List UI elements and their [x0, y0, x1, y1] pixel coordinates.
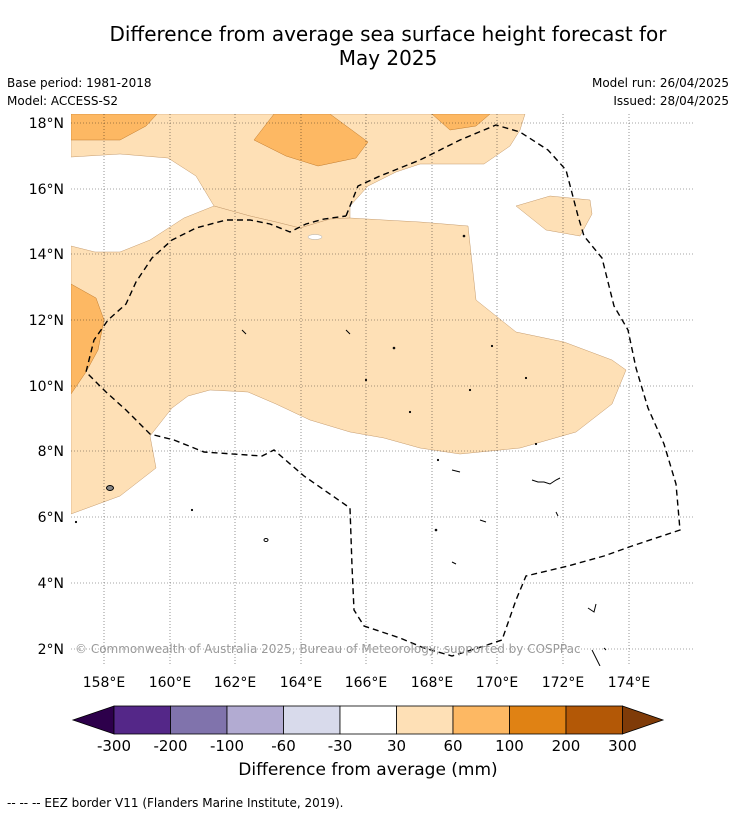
lon-label: 160°E	[149, 675, 192, 691]
latitude-labels: 18°N 16°N 14°N 12°N 10°N 8°N 6°N 4°N 2°N	[29, 116, 64, 658]
eez-legend-note: -- -- -- EEZ border V11 (Flanders Marine…	[7, 796, 344, 810]
colorbar-extend-left	[71, 705, 115, 735]
eez-border	[85, 124, 681, 657]
lon-label: 164°E	[280, 675, 323, 691]
map-area: © Commonwealth of Australia 2025, Bureau…	[71, 114, 694, 666]
title-line-2: May 2025	[338, 46, 438, 70]
colorbar-tick: -60	[271, 737, 296, 755]
lon-label: 158°E	[83, 675, 126, 691]
colorbar-tick: 100	[495, 737, 524, 755]
anomaly-region-30-60-south	[71, 205, 627, 515]
colorbar-segment	[283, 705, 341, 735]
anomaly-region-60-100-northwest	[71, 114, 158, 141]
colorbar-tick: -300	[97, 737, 131, 755]
colorbar-segment	[452, 705, 510, 735]
title-line-1: Difference from average sea surface heig…	[109, 22, 667, 46]
metadata-right: Model run: 26/04/2025 Issued: 28/04/2025	[592, 74, 729, 110]
anomaly-region-30-60-east	[515, 195, 593, 237]
model-name: Model: ACCESS-S2	[7, 94, 119, 108]
colorbar-tick: -200	[153, 737, 187, 755]
anomaly-region-60-100-north-central	[253, 114, 369, 167]
colorbar-segment	[113, 705, 171, 735]
lat-label: 8°N	[38, 444, 64, 460]
lon-label: 170°E	[476, 675, 519, 691]
lon-label: 168°E	[411, 675, 454, 691]
metadata-left: Base period: 1981-2018 Model: ACCESS-S2	[7, 74, 152, 110]
copyright-watermark: © Commonwealth of Australia 2025, Bureau…	[75, 642, 581, 656]
lon-label: 174°E	[608, 675, 651, 691]
lat-label: 12°N	[29, 313, 64, 329]
colorbar-label: Difference from average (mm)	[238, 760, 498, 780]
lat-label: 2°N	[38, 642, 64, 658]
gridlines	[71, 114, 694, 666]
lon-label: 172°E	[542, 675, 585, 691]
colorbar-segment	[170, 705, 228, 735]
longitude-labels: 158°E 160°E 162°E 164°E 166°E 168°E 170°…	[83, 675, 651, 691]
lat-label: 18°N	[29, 116, 64, 132]
lat-label: 6°N	[38, 510, 64, 526]
colorbar-segment	[226, 705, 284, 735]
lat-label: 4°N	[38, 576, 64, 592]
base-period: Base period: 1981-2018	[7, 76, 152, 90]
issued-date: Issued: 28/04/2025	[613, 94, 729, 108]
colorbar	[71, 705, 665, 735]
colorbar-tick: -100	[210, 737, 244, 755]
anomaly-region-60-100-northeast	[431, 114, 491, 131]
colorbar-tick: 200	[552, 737, 581, 755]
colorbar-tick: -30	[328, 737, 353, 755]
lon-label: 166°E	[345, 675, 388, 691]
model-run: Model run: 26/04/2025	[591, 76, 729, 90]
lat-label: 16°N	[29, 182, 64, 198]
anomaly-region-60-100-west	[71, 283, 105, 395]
lon-label: 162°E	[214, 675, 257, 691]
colorbar-segment	[339, 705, 397, 735]
colorbar-segment	[565, 705, 623, 735]
colorbar-segment	[396, 705, 454, 735]
lat-label: 10°N	[29, 379, 64, 395]
colorbar-tick: 30	[387, 737, 406, 755]
islands	[74, 234, 607, 666]
chart-title: Difference from average sea surface heig…	[0, 22, 736, 70]
colorbar-extend-right	[622, 705, 665, 735]
colorbar-tick: 300	[608, 737, 637, 755]
colorbar-tick: 60	[443, 737, 462, 755]
lat-label: 14°N	[29, 247, 64, 263]
colorbar-ticks: -300 -200 -100 -60 -30 30 60 100 200 300	[97, 737, 637, 755]
colorbar-segment	[509, 705, 567, 735]
